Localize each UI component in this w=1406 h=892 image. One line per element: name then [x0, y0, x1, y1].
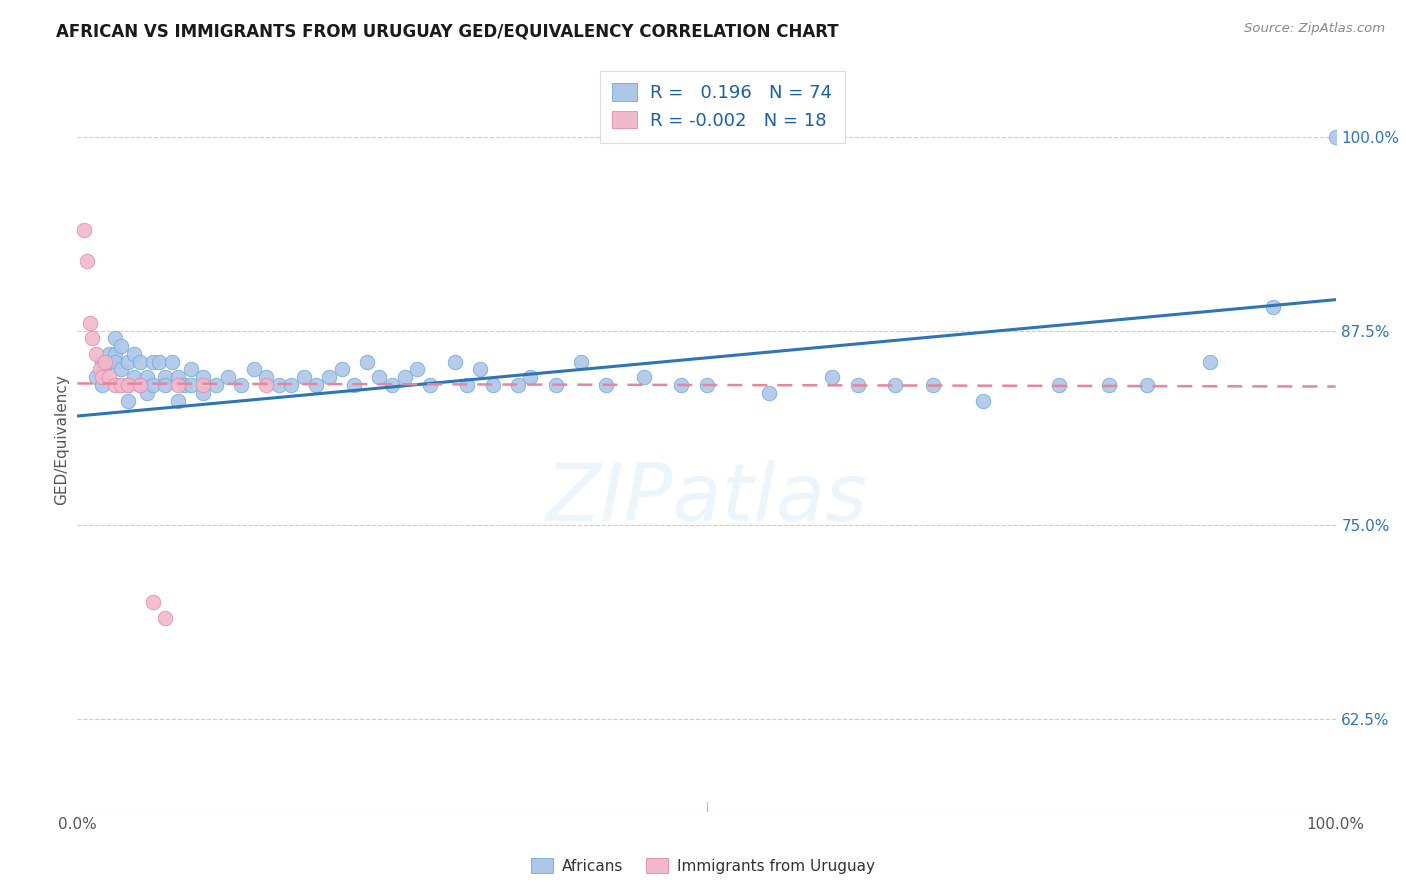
Point	[91, 370, 114, 384]
Point	[569, 355, 592, 369]
Point	[1261, 301, 1284, 315]
Point	[89, 362, 111, 376]
Point	[444, 355, 467, 369]
Point	[129, 378, 152, 392]
Point	[142, 378, 165, 392]
Text: ZIPatlas: ZIPatlas	[546, 460, 868, 538]
Point	[330, 362, 353, 376]
Point	[394, 370, 416, 384]
Point	[110, 362, 132, 376]
Point	[135, 370, 157, 384]
Point	[381, 378, 404, 392]
Point	[204, 378, 226, 392]
Point	[82, 331, 104, 345]
Point	[104, 355, 127, 369]
Point	[972, 393, 994, 408]
Point	[922, 378, 945, 392]
Point	[173, 378, 195, 392]
Point	[97, 370, 120, 384]
Point	[292, 370, 315, 384]
Point	[129, 378, 152, 392]
Point	[155, 370, 177, 384]
Point	[122, 347, 145, 361]
Point	[280, 378, 302, 392]
Y-axis label: GED/Equivalency: GED/Equivalency	[53, 374, 69, 505]
Point	[104, 331, 127, 345]
Point	[506, 378, 529, 392]
Point	[129, 355, 152, 369]
Point	[229, 378, 252, 392]
Point	[884, 378, 907, 392]
Point	[148, 355, 170, 369]
Point	[117, 393, 139, 408]
Point	[135, 385, 157, 400]
Point	[191, 378, 215, 392]
Point	[110, 378, 132, 392]
Point	[97, 355, 120, 369]
Point	[180, 362, 202, 376]
Point	[633, 370, 655, 384]
Point	[456, 378, 478, 392]
Point	[91, 355, 114, 369]
Point	[356, 355, 378, 369]
Legend: R =   0.196   N = 74, R = -0.002   N = 18: R = 0.196 N = 74, R = -0.002 N = 18	[599, 70, 845, 143]
Point	[1324, 129, 1347, 144]
Point	[406, 362, 429, 376]
Point	[160, 355, 183, 369]
Point	[84, 347, 107, 361]
Point	[267, 378, 290, 392]
Point	[671, 378, 693, 392]
Point	[79, 316, 101, 330]
Point	[84, 370, 107, 384]
Point	[122, 370, 145, 384]
Point	[142, 355, 165, 369]
Point	[846, 378, 869, 392]
Point	[167, 393, 190, 408]
Point	[254, 378, 277, 392]
Point	[758, 385, 780, 400]
Point	[696, 378, 718, 392]
Point	[155, 611, 177, 625]
Point	[91, 378, 114, 392]
Point	[1136, 378, 1159, 392]
Point	[544, 378, 567, 392]
Point	[167, 378, 190, 392]
Point	[180, 378, 202, 392]
Point	[104, 378, 127, 392]
Point	[191, 370, 215, 384]
Point	[72, 223, 94, 237]
Point	[155, 378, 177, 392]
Point	[254, 370, 277, 384]
Point	[305, 378, 328, 392]
Point	[104, 347, 127, 361]
Point	[217, 370, 239, 384]
Point	[242, 362, 264, 376]
Point	[419, 378, 441, 392]
Point	[368, 370, 391, 384]
Point	[821, 370, 844, 384]
Point	[481, 378, 503, 392]
Point	[142, 595, 165, 609]
Text: Source: ZipAtlas.com: Source: ZipAtlas.com	[1244, 22, 1385, 36]
Point	[1199, 355, 1222, 369]
Legend: Africans, Immigrants from Uruguay: Africans, Immigrants from Uruguay	[526, 852, 880, 880]
Point	[318, 370, 340, 384]
Point	[117, 355, 139, 369]
Point	[117, 378, 139, 392]
Point	[1047, 378, 1070, 392]
Point	[343, 378, 366, 392]
Point	[110, 339, 132, 353]
Point	[191, 385, 215, 400]
Point	[97, 347, 120, 361]
Point	[117, 378, 139, 392]
Point	[167, 370, 190, 384]
Point	[76, 253, 98, 268]
Point	[1098, 378, 1121, 392]
Point	[595, 378, 617, 392]
Point	[468, 362, 491, 376]
Point	[519, 370, 541, 384]
Text: AFRICAN VS IMMIGRANTS FROM URUGUAY GED/EQUIVALENCY CORRELATION CHART: AFRICAN VS IMMIGRANTS FROM URUGUAY GED/E…	[56, 22, 839, 40]
Point	[94, 355, 117, 369]
